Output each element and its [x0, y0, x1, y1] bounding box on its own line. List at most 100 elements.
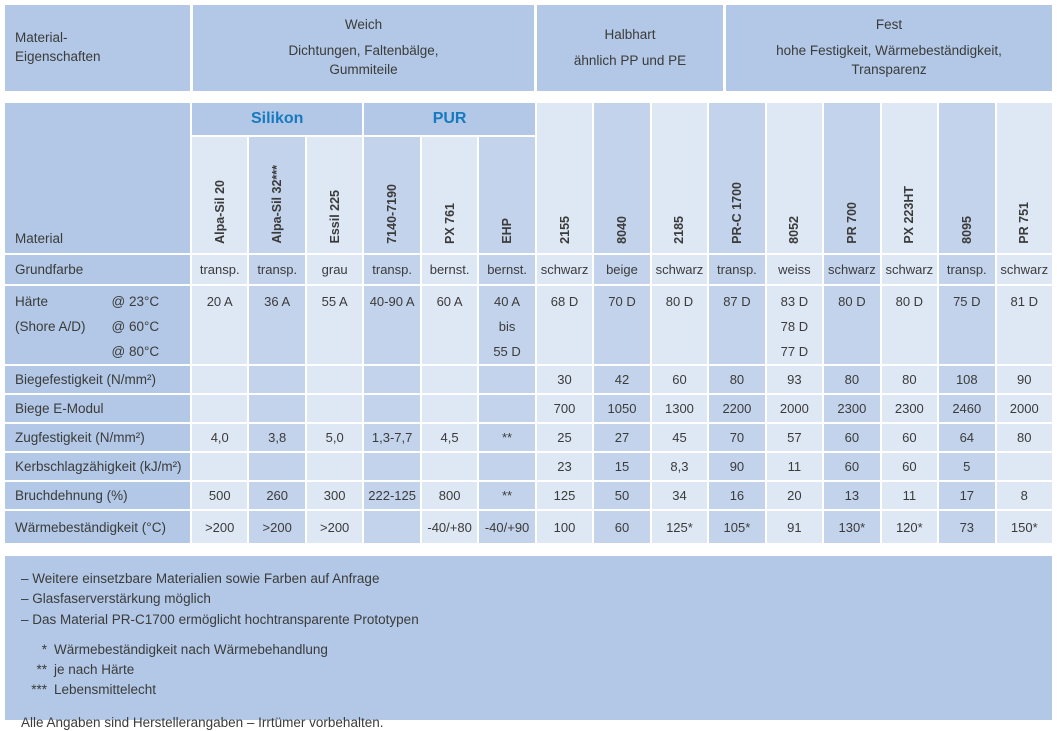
value-cell: 700: [536, 395, 593, 422]
value-cell: 125*: [651, 511, 708, 543]
value-cell: 130*: [824, 511, 880, 543]
value-cell: 16: [709, 482, 765, 509]
value-cell: [192, 366, 248, 393]
column-header-7140-7190: 7140-7190: [364, 137, 420, 253]
footnote-text: Wärmebeständigkeit nach Wärmebehandlung: [54, 641, 328, 657]
column-header-8040: 8040: [594, 103, 650, 253]
value-cell: transp.: [364, 255, 420, 284]
column-header-essil-225: Essil 225: [306, 137, 363, 253]
value-cell: 1300: [651, 395, 708, 422]
value-cell: [364, 366, 420, 393]
value-cell: 1,3-7,7: [364, 424, 420, 451]
value-cell: 2000: [766, 395, 823, 422]
column-header-pr-751: PR 751: [996, 103, 1052, 253]
value-cell: 90: [709, 453, 765, 480]
star-notes: * Wärmebeständigkeit nach Wärmebehandlun…: [21, 640, 1036, 701]
value-cell: 75 D: [939, 286, 995, 364]
column-header-label: 2185: [672, 216, 687, 244]
footnote-marker: ***: [31, 682, 47, 698]
value-cell: **: [479, 482, 535, 509]
value-cell: 2460: [939, 395, 995, 422]
value-cell: 60 A: [421, 286, 478, 364]
value-cell: [479, 395, 535, 422]
value-cell: weiss: [766, 255, 823, 284]
table-row-grundfarbe: Grundfarbe transp. transp. grau transp. berns…: [5, 255, 1052, 284]
footnote-marker: *: [41, 641, 47, 657]
material-group-pur-label: PUR: [432, 110, 467, 127]
table-row-bruchdehnung: Bruchdehnung (%) 500 260 300 222-125 800 ** 125…: [5, 482, 1052, 509]
value-cell: 60: [651, 366, 708, 393]
value-cell: 500: [192, 482, 248, 509]
value-cell: [249, 453, 305, 480]
value-cell: -40/+90: [479, 511, 535, 543]
column-header-2155: 2155: [536, 103, 593, 253]
materials-header: Material Silikon PUR Alpa-Sil 20 Alpa-Sil…: [5, 103, 1052, 253]
row-label: Kerbschlagzähigkeit (kJ/m²): [5, 453, 190, 480]
value-cell: 80: [709, 366, 765, 393]
value-cell: [479, 453, 535, 480]
value-cell: 105*: [709, 511, 765, 543]
column-header-label: 8052: [787, 216, 802, 244]
note-prc1700: – Das Material PR-C1700 ermöglicht hocht…: [21, 611, 419, 627]
materials-rows: Grundfarbe transp. transp. grau transp. berns…: [5, 255, 1052, 543]
value-cell: 87 D: [709, 286, 765, 364]
value-cell: 20 A: [192, 286, 248, 364]
value-cell: 60: [881, 453, 938, 480]
value-cell: [364, 511, 420, 543]
value-cell: [192, 395, 248, 422]
table-row-kerbschlagz-higkeit-kj-m: Kerbschlagzähigkeit (kJ/m²) 23 15 8,3 90 11 60…: [5, 453, 1052, 480]
column-header-pr-700: PR 700: [824, 103, 880, 253]
group-halbhart-description: ähnlich PP und PE: [573, 52, 687, 68]
value-cell: 2000: [996, 395, 1052, 422]
column-header-8095: 8095: [939, 103, 995, 253]
value-cell: 60: [594, 511, 650, 543]
value-cell: 5,0: [306, 424, 363, 451]
value-cell: 2300: [824, 395, 880, 422]
row-label: Grundfarbe: [5, 255, 190, 284]
value-cell: 73: [939, 511, 995, 543]
value-cell: [192, 453, 248, 480]
value-cell: 80: [881, 366, 938, 393]
value-cell: schwarz: [881, 255, 938, 284]
row-label: Bruchdehnung (%): [5, 482, 190, 509]
value-cell: [306, 366, 363, 393]
value-cell: 25: [536, 424, 593, 451]
value-cell: **: [479, 424, 535, 451]
footnote-marker: **: [36, 662, 47, 677]
value-cell: [306, 453, 363, 480]
group-fest-description: hohe Festigkeit, Wärmebeständigkeit, Tra…: [776, 43, 1002, 77]
footnote-star-1: * Wärmebeständigkeit nach Wärmebehandlun…: [21, 640, 1036, 660]
value-cell: 17: [939, 482, 995, 509]
column-header-alpa-sil-32: Alpa-Sil 32***: [249, 137, 305, 253]
value-cell: 300: [306, 482, 363, 509]
column-header-label: Essil 225: [327, 190, 342, 244]
value-cell: [249, 366, 305, 393]
value-cell: bernst.: [479, 255, 535, 284]
value-cell: 100: [536, 511, 593, 543]
value-cell: schwarz: [996, 255, 1052, 284]
dash-notes: – Weitere einsetzbare Materialien sowie …: [21, 569, 1036, 630]
column-header-alpa-sil-20: Alpa-Sil 20: [192, 137, 248, 253]
row-label: Härte (Shore A/D) @ 23°C @ 60°C @ 80°C: [5, 286, 190, 364]
value-cell: 222-125: [364, 482, 420, 509]
value-cell: 90: [996, 366, 1052, 393]
row-conditions: @ 23°C @ 60°C @ 80°C: [111, 294, 160, 359]
value-cell: bernst.: [421, 255, 478, 284]
value-cell: beige: [594, 255, 650, 284]
column-header-label: 2155: [557, 216, 572, 244]
value-cell: 2200: [709, 395, 765, 422]
value-cell: 70 D: [594, 286, 650, 364]
value-cell: [421, 395, 478, 422]
material-group-silikon: Silikon: [192, 103, 363, 135]
material-group-pur: PUR: [364, 103, 535, 135]
disclaimer: Alle Angaben sind Herstellerangaben – Ir…: [21, 714, 384, 730]
value-cell: schwarz: [536, 255, 593, 284]
value-cell: 30: [536, 366, 593, 393]
row-label: Biege E-Modul: [5, 395, 190, 422]
value-cell: 57: [766, 424, 823, 451]
column-header-8052: 8052: [766, 103, 823, 253]
value-cell: transp.: [939, 255, 995, 284]
top-header-table: Material- Eigenschaften Weich Dichtungen…: [5, 5, 1052, 91]
footnote-star-2: ** je nach Härte: [21, 660, 1036, 680]
value-cell: [996, 453, 1052, 480]
